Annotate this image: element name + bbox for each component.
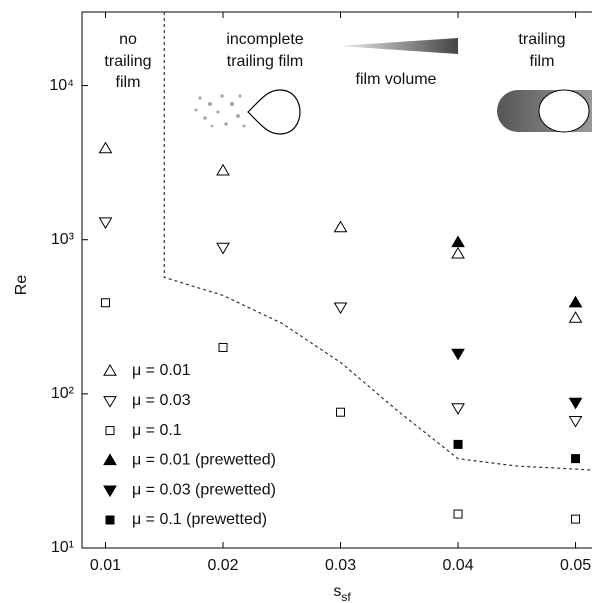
marker bbox=[568, 415, 583, 428]
annotation: film volume bbox=[356, 71, 437, 88]
volume-wedge bbox=[338, 38, 458, 54]
marker bbox=[101, 298, 111, 308]
legend-marker bbox=[103, 485, 117, 498]
annotation: film bbox=[116, 74, 141, 91]
annotation: incomplete bbox=[226, 31, 303, 48]
annotation: trailing bbox=[104, 53, 151, 70]
y-tick-label: 10⁴ bbox=[49, 77, 74, 94]
marker bbox=[333, 220, 348, 233]
capsule-icon bbox=[497, 89, 592, 133]
marker bbox=[568, 311, 583, 323]
y-axis-label: Re bbox=[13, 275, 30, 296]
y-tick-label: 10³ bbox=[51, 231, 75, 248]
marker bbox=[218, 342, 228, 352]
y-tick-label: 10² bbox=[51, 385, 75, 402]
legend-marker bbox=[103, 453, 117, 466]
legend-marker bbox=[103, 396, 117, 408]
marker bbox=[451, 235, 465, 248]
legend-label: μ = 0.01 bbox=[132, 362, 191, 379]
marker bbox=[571, 454, 581, 464]
marker bbox=[568, 397, 583, 410]
x-tick-label: 0.05 bbox=[560, 557, 591, 574]
marker bbox=[333, 302, 348, 315]
legend-label: μ = 0.1 bbox=[132, 422, 182, 439]
x-axis-label-subscript: sf bbox=[341, 590, 351, 603]
marker bbox=[216, 163, 230, 176]
marker bbox=[571, 514, 581, 524]
legend-label: μ = 0.03 (prewetted) bbox=[132, 481, 276, 498]
x-axis-label-main: s bbox=[333, 583, 341, 600]
legend-label: μ = 0.03 bbox=[132, 392, 191, 409]
annotation: no bbox=[119, 31, 137, 48]
legend-label: μ = 0.01 (prewetted) bbox=[132, 452, 276, 469]
legend-marker bbox=[103, 364, 117, 376]
legend-label: μ = 0.1 (prewetted) bbox=[132, 511, 267, 528]
annotation: film bbox=[530, 53, 555, 70]
droplet-icon bbox=[194, 89, 301, 135]
legend-marker bbox=[105, 515, 115, 525]
y-tick-label: 10¹ bbox=[51, 539, 74, 556]
plot-frame bbox=[81, 11, 592, 549]
x-tick-label: 0.03 bbox=[325, 557, 356, 574]
marker bbox=[451, 246, 465, 259]
marker bbox=[451, 403, 465, 415]
marker bbox=[453, 439, 463, 449]
annotation: trailing bbox=[518, 31, 565, 48]
x-tick-label: 0.02 bbox=[207, 557, 238, 574]
marker bbox=[568, 295, 583, 308]
marker bbox=[98, 217, 113, 230]
annotation: trailing film bbox=[227, 53, 303, 70]
marker bbox=[98, 141, 113, 154]
marker bbox=[216, 242, 230, 255]
x-axis-label: ssf bbox=[333, 583, 351, 603]
marker bbox=[453, 509, 463, 519]
boundary-line bbox=[163, 12, 592, 471]
x-tick-label: 0.01 bbox=[90, 557, 121, 574]
legend-marker bbox=[105, 426, 115, 436]
marker bbox=[336, 407, 346, 417]
x-tick-label: 0.04 bbox=[442, 557, 473, 574]
marker bbox=[451, 348, 465, 361]
